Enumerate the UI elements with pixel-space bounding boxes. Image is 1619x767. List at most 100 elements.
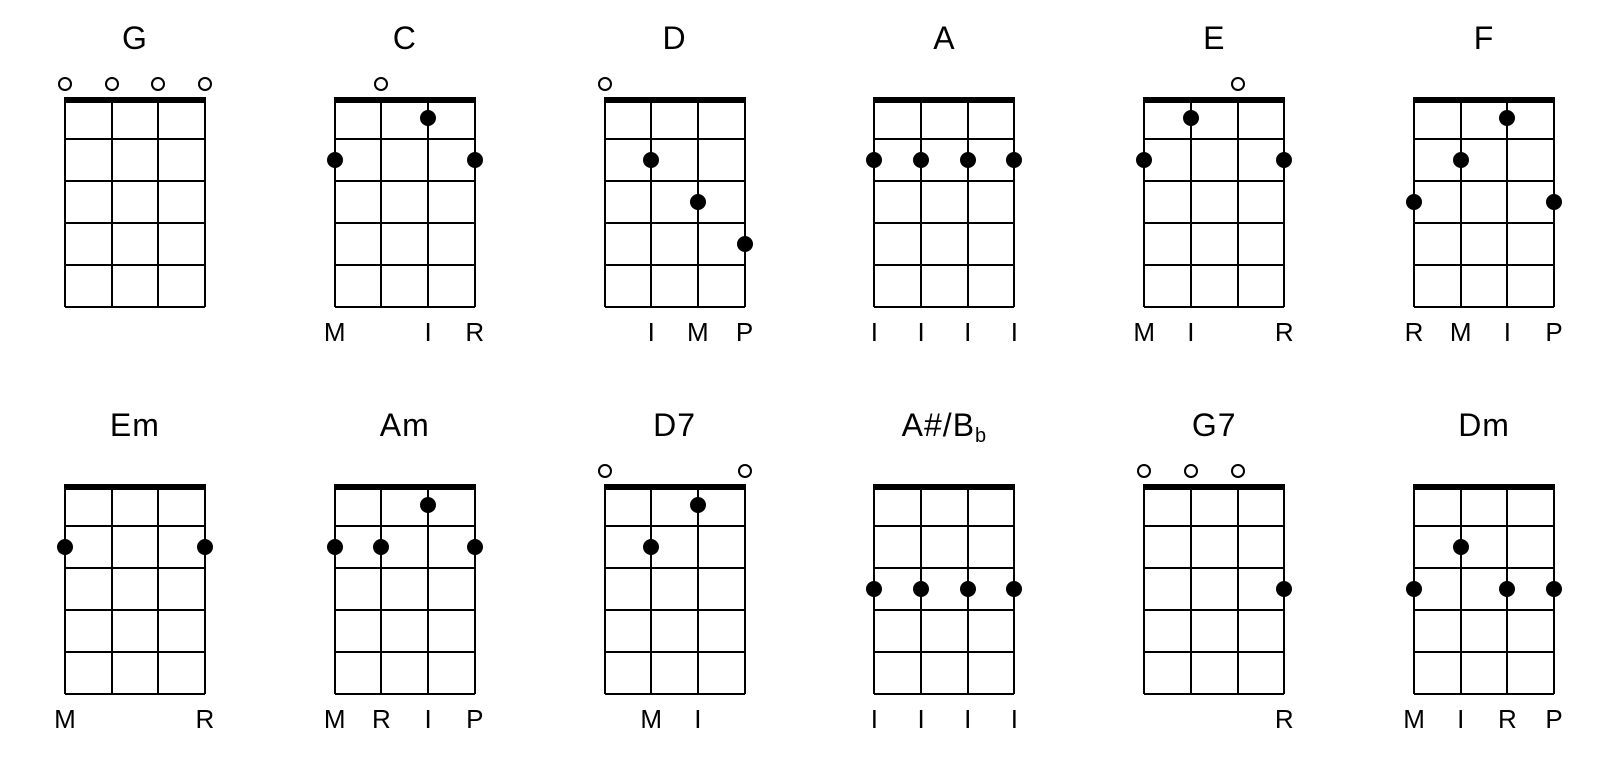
fret-line (1144, 222, 1284, 224)
string-line (334, 484, 336, 694)
finger-dot (1406, 194, 1422, 210)
fret-line (1414, 567, 1554, 569)
open-string-row (874, 462, 1014, 482)
string-line (1143, 97, 1145, 307)
fret-line (605, 693, 745, 695)
fretboard (1414, 484, 1554, 694)
nut (1144, 484, 1284, 490)
fret-line (335, 693, 475, 695)
finger-label: P (736, 317, 753, 348)
finger-label: R (372, 704, 391, 735)
fret-line (1144, 138, 1284, 140)
fret-line (335, 222, 475, 224)
finger-dot (373, 539, 389, 555)
chord-diagram: G (40, 20, 230, 347)
finger-label: M (324, 317, 346, 348)
fret-line (1144, 609, 1284, 611)
chord-diagram: FRMIP (1389, 20, 1579, 347)
open-string-marker (1231, 77, 1245, 91)
fret-line (1144, 525, 1284, 527)
fret-line (1414, 693, 1554, 695)
finger-label: R (1275, 704, 1294, 735)
nut (605, 97, 745, 103)
finger-label: I (917, 704, 924, 735)
fret-line (874, 609, 1014, 611)
finger-label-row: MR (65, 704, 205, 734)
chord-name: A (933, 20, 955, 57)
string-line (157, 484, 159, 694)
nut (874, 484, 1014, 490)
string-line (1283, 97, 1285, 307)
diagram-wrap: MIR (335, 75, 475, 347)
diagram-wrap: IIII (874, 462, 1014, 734)
string-line (380, 484, 382, 694)
finger-label-row: RMIP (1414, 317, 1554, 347)
finger-dot (420, 497, 436, 513)
finger-label: I (917, 317, 924, 348)
fret-line (1414, 138, 1554, 140)
fret-line (335, 180, 475, 182)
string-line (1013, 97, 1015, 307)
finger-dot (327, 152, 343, 168)
finger-label: R (465, 317, 484, 348)
fret-line (874, 567, 1014, 569)
diagram-wrap: MR (65, 462, 205, 734)
finger-label: I (1504, 317, 1511, 348)
finger-label: M (324, 704, 346, 735)
finger-label-row (65, 317, 205, 347)
finger-dot (420, 110, 436, 126)
string-line (1190, 97, 1192, 307)
finger-dot (960, 152, 976, 168)
fret-line (605, 651, 745, 653)
finger-label-row: R (1144, 704, 1284, 734)
finger-dot (866, 152, 882, 168)
chord-name: G7 (1192, 407, 1237, 444)
string-line (873, 97, 875, 307)
fret-line (605, 525, 745, 527)
fret-line (65, 138, 205, 140)
open-string-row (1144, 462, 1284, 482)
string-line (697, 484, 699, 694)
fret-line (874, 264, 1014, 266)
fret-line (1414, 264, 1554, 266)
fret-line (605, 180, 745, 182)
fret-line (1414, 306, 1554, 308)
fret-line (605, 264, 745, 266)
string-line (474, 484, 476, 694)
fret-line (874, 306, 1014, 308)
open-string-marker (105, 77, 119, 91)
fret-line (1144, 567, 1284, 569)
nut (605, 484, 745, 490)
fret-line (65, 651, 205, 653)
fretboard (1144, 484, 1284, 694)
fret-line (335, 264, 475, 266)
string-line (1190, 484, 1192, 694)
string-line (111, 484, 113, 694)
string-line (380, 97, 382, 307)
open-string-marker (598, 77, 612, 91)
open-string-marker (374, 77, 388, 91)
finger-label: R (1405, 317, 1424, 348)
fret-line (605, 222, 745, 224)
string-line (204, 97, 206, 307)
string-line (64, 484, 66, 694)
open-string-row (1144, 75, 1284, 95)
chord-name: C (393, 20, 417, 57)
fretboard (874, 97, 1014, 307)
nut (335, 484, 475, 490)
string-line (427, 484, 429, 694)
string-line (427, 97, 429, 307)
open-string-marker (738, 464, 752, 478)
nut (65, 97, 205, 103)
string-line (650, 97, 652, 307)
diagram-wrap: RMIP (1414, 75, 1554, 347)
string-line (604, 97, 606, 307)
finger-dot (1453, 539, 1469, 555)
finger-label-row: IIII (874, 704, 1014, 734)
finger-label: M (54, 704, 76, 735)
open-string-marker (1231, 464, 1245, 478)
finger-label: I (1187, 317, 1194, 348)
nut (335, 97, 475, 103)
string-line (64, 97, 66, 307)
finger-label: M (640, 704, 662, 735)
